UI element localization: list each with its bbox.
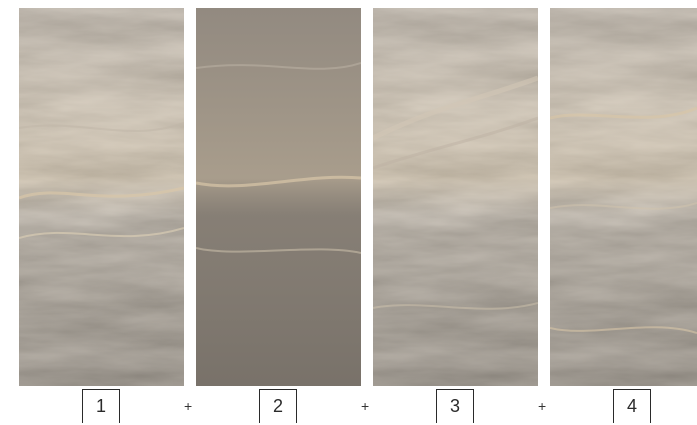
marble-slab-3 bbox=[373, 8, 538, 386]
plus-separator-1: + bbox=[184, 398, 193, 414]
marble-slab-4 bbox=[550, 8, 697, 386]
slab-number-2: 2 bbox=[259, 389, 297, 423]
slab-number-1: 1 bbox=[82, 389, 120, 423]
slab-number-3: 3 bbox=[436, 389, 474, 423]
plus-separator-3: + bbox=[538, 398, 547, 414]
slab-number-4: 4 bbox=[613, 389, 651, 423]
plus-separator-2: + bbox=[361, 398, 370, 414]
marble-slab-2 bbox=[196, 8, 361, 386]
marble-slab-1 bbox=[19, 8, 184, 386]
